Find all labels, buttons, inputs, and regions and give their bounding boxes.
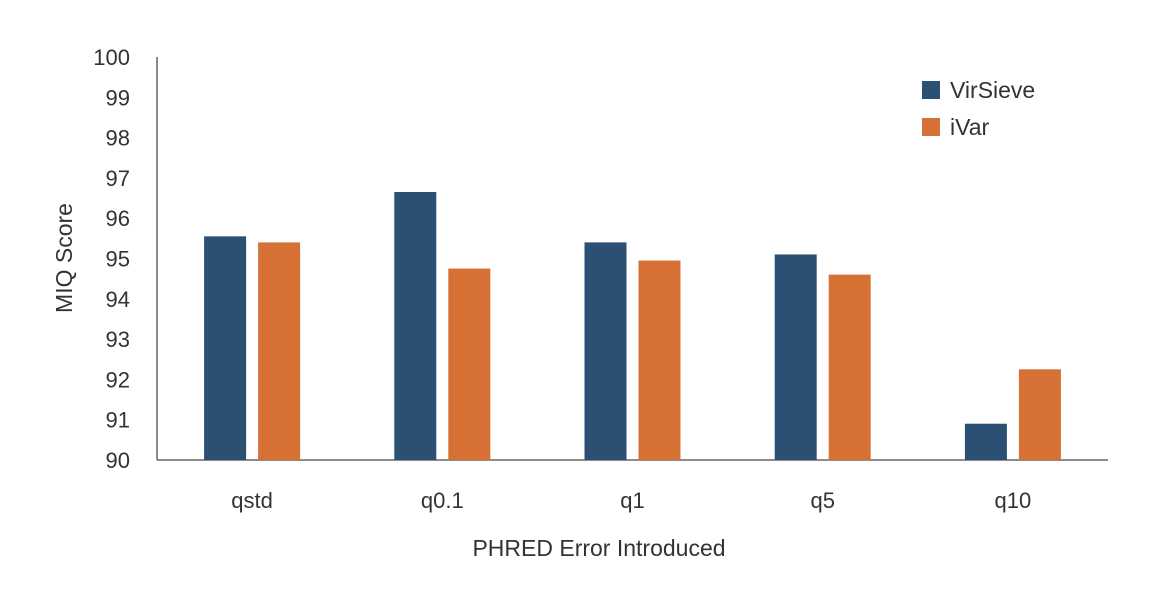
x-tick-label: q10 [995, 488, 1032, 513]
legend-swatch-ivar [922, 118, 940, 136]
legend-label-virsieve: VirSieve [950, 77, 1035, 103]
bar-virsieve-q0.1 [394, 192, 437, 460]
bar-virsieve-q5 [774, 254, 817, 460]
x-tick-label: qstd [231, 488, 273, 513]
y-tick-label: 95 [106, 247, 130, 272]
y-tick-label: 94 [106, 287, 130, 312]
x-tick-labels: qstd q0.1 q1 q5 q10 [231, 488, 1031, 513]
bar-ivar-q10 [1018, 369, 1061, 460]
y-tick-label: 98 [106, 126, 130, 151]
legend: VirSieve iVar [922, 77, 1035, 140]
y-tick-label: 92 [106, 367, 130, 392]
y-tick-label: 100 [93, 45, 130, 70]
y-tick-label: 96 [106, 206, 130, 231]
legend-label-ivar: iVar [950, 114, 990, 140]
bars [204, 192, 1061, 460]
bar-ivar-q1 [638, 260, 681, 460]
y-tick-label: 90 [106, 448, 130, 473]
bar-ivar-qstd [258, 242, 301, 460]
bar-virsieve-q1 [584, 242, 627, 460]
bar-ivar-q0.1 [448, 268, 491, 460]
y-tick-label: 93 [106, 327, 130, 352]
x-tick-label: q0.1 [421, 488, 464, 513]
x-tick-label: q5 [810, 488, 834, 513]
bar-virsieve-qstd [204, 236, 247, 460]
y-tick-label: 97 [106, 166, 130, 191]
legend-swatch-virsieve [922, 81, 940, 99]
y-tick-label: 99 [106, 85, 130, 110]
x-tick-label: q1 [620, 488, 644, 513]
bar-ivar-q5 [828, 274, 871, 460]
x-axis-title: PHRED Error Introduced [472, 535, 725, 561]
y-tick-label: 91 [106, 408, 130, 433]
y-axis-title: MIQ Score [51, 203, 77, 313]
bar-virsieve-q10 [964, 423, 1007, 460]
y-tick-labels: 90 91 92 93 94 95 96 97 98 99 100 [93, 45, 130, 473]
